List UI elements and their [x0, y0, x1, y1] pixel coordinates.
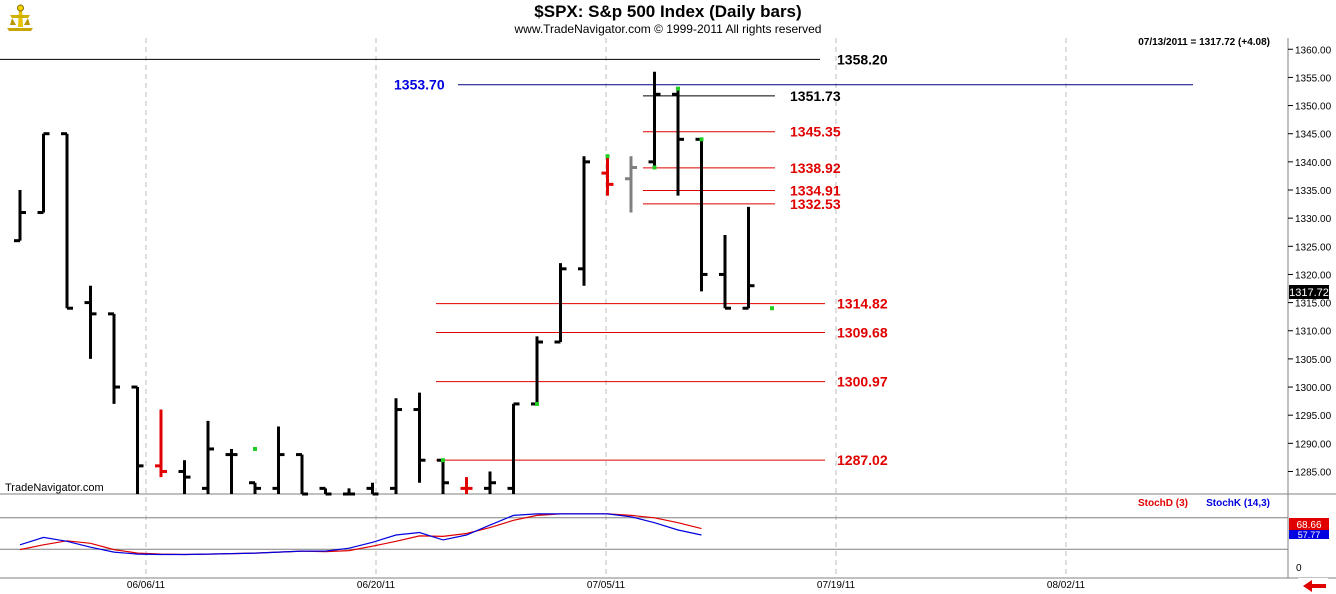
x-tick-label: 06/06/11 [127, 580, 166, 591]
ohlc-bar [672, 88, 684, 196]
signal-marker [652, 165, 657, 170]
level-label: 1345.35 [790, 124, 841, 140]
y-tick-label: 1355.00 [1295, 73, 1332, 84]
ohlc-bar [625, 156, 637, 213]
stochk-line [19, 513, 702, 556]
stochd-line [19, 513, 702, 556]
ohlc-bar [37, 132, 50, 215]
y-tick-label: 1285.00 [1295, 467, 1332, 478]
ohlc-bar [14, 190, 26, 243]
ohlc-bar [601, 156, 614, 196]
axes: 06/06/11 06/20/11 07/05/11 07/19/11 08/02/11… [127, 45, 1332, 591]
level-label: 1314.82 [837, 296, 888, 312]
stochd-value: 68.66 [1296, 520, 1321, 531]
current-price-box: 1317.72 [1289, 285, 1329, 299]
level-label: 1353.70 [394, 77, 445, 93]
ohlc-bar [272, 426, 285, 494]
price-bars [14, 71, 774, 496]
ohlc-bar [155, 409, 167, 478]
current-price-label: 1317.72 [1289, 287, 1329, 299]
signal-marker [605, 154, 610, 159]
level-label: 1351.73 [790, 88, 841, 104]
y-tick-label: 1310.00 [1295, 327, 1332, 338]
ohlc-bar [178, 460, 191, 494]
signal-marker [676, 86, 680, 91]
ohlc-bar [695, 137, 708, 292]
x-tick-label: 08/02/11 [1047, 580, 1086, 591]
level-label: 1300.97 [837, 374, 888, 390]
chart-subtitle: www.TradeNavigator.com © 1999-2011 All r… [514, 22, 822, 36]
ohlc-bar [390, 398, 402, 494]
chart-title: $SPX: S&p 500 Index (Daily bars) [534, 2, 802, 21]
y-tick-label: 1360.00 [1295, 45, 1332, 56]
ohlc-bar [719, 235, 731, 310]
stochk-value: 57.77 [1298, 530, 1321, 540]
signal-marker [441, 458, 445, 463]
watermark: TradeNavigator.com [5, 482, 104, 494]
ohlc-bar [578, 156, 590, 286]
x-tick-label: 06/20/11 [357, 580, 396, 591]
x-tick-label: 07/05/11 [587, 580, 626, 591]
signal-marker [699, 137, 704, 142]
back-arrow-icon[interactable] [1298, 578, 1328, 594]
signal-marker [770, 306, 774, 311]
y-tick-label: 1295.00 [1295, 411, 1332, 422]
grid-lines [145, 38, 1067, 578]
ohlc-bar [319, 486, 332, 496]
ohlc-bar [249, 481, 261, 494]
chart-frame [0, 38, 1336, 579]
ohlc-bar [108, 312, 120, 404]
level-label: 1332.53 [790, 196, 841, 212]
stochd-legend: StochD (3) [1138, 498, 1188, 509]
ohlc-bar [131, 385, 144, 494]
ohlc-bar [460, 477, 473, 494]
level-label: 1334.91 [790, 183, 841, 199]
level-label: 1338.92 [790, 160, 841, 176]
ohlc-bar [437, 458, 449, 494]
level-label: 1309.68 [837, 325, 888, 341]
ohlc-bar [484, 471, 496, 494]
ohlc-bar [202, 420, 214, 494]
ohlc-bar [554, 263, 567, 344]
y-tick-label: 1330.00 [1295, 214, 1332, 225]
y-tick-label: 1345.00 [1295, 130, 1332, 141]
ohlc-bar [507, 402, 520, 494]
stochk-value-box [1289, 530, 1329, 539]
ohlc-bar [366, 482, 379, 496]
ohlc-bar [343, 488, 355, 496]
y-tick-label: 1320.00 [1295, 270, 1332, 281]
ohlc-bar [531, 336, 543, 406]
level-label: 1358.20 [837, 51, 888, 67]
price-levels: 1358.20 1353.70 1351.73 1345.35 1338.92 1334.… [0, 51, 1193, 468]
stoch-zero-label: 0 [1296, 563, 1302, 574]
level-label: 1287.02 [837, 452, 888, 468]
y-tick-label: 1315.00 [1295, 299, 1332, 310]
stochd-value-box [1289, 518, 1329, 530]
x-tick-label: 07/19/11 [817, 580, 856, 591]
ohlc-bar [61, 132, 73, 310]
y-tick-label: 1290.00 [1295, 439, 1332, 450]
y-tick-label: 1340.00 [1295, 158, 1332, 169]
ohlc-bar [84, 285, 97, 359]
last-quote-label: 07/13/2011 = 1317.72 (+4.08) [1138, 37, 1270, 48]
ohlc-bar [648, 71, 661, 168]
y-tick-label: 1335.00 [1295, 186, 1332, 197]
y-tick-label: 1300.00 [1295, 383, 1332, 394]
y-tick-label: 1305.00 [1295, 355, 1332, 366]
y-tick-label: 1325.00 [1295, 242, 1332, 253]
signal-marker [253, 446, 257, 451]
ohlc-bar [742, 206, 755, 310]
y-tick-label: 1350.00 [1295, 102, 1332, 113]
ohlc-bar [225, 448, 238, 494]
ohlc-bar [296, 453, 308, 496]
signal-marker [535, 401, 539, 406]
tradenavigator-logo-icon [4, 3, 36, 33]
ohlc-bar [413, 392, 426, 483]
stochk-legend: StochK (14,3) [1206, 498, 1270, 509]
